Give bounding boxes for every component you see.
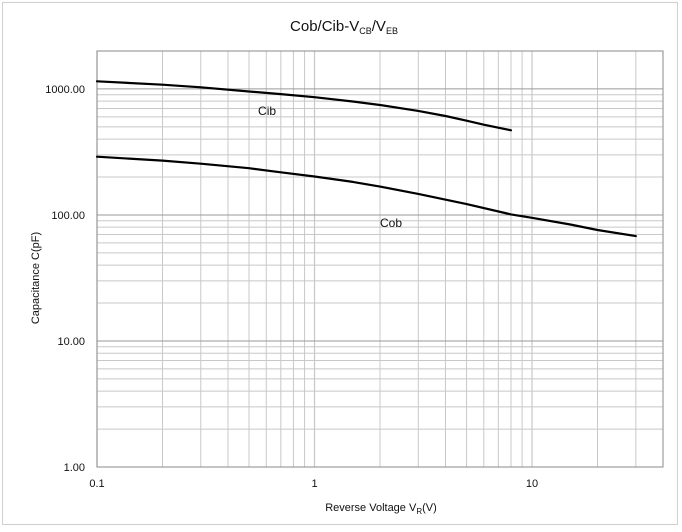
- grid: [96, 50, 664, 468]
- series-line-cob: [95, 155, 637, 238]
- x-axis-label: Reverse Voltage VR(V): [325, 502, 437, 516]
- annotations: Cib Cob: [258, 104, 402, 230]
- x-tick-label: 0.1: [89, 478, 104, 490]
- y-tick-label: 1.00: [64, 462, 85, 474]
- annotation-cib: Cib: [258, 104, 276, 118]
- x-axis-label-main: Reverse Voltage V: [325, 502, 417, 514]
- x-axis-label-sub: R: [416, 507, 422, 516]
- series-lines: [95, 80, 637, 238]
- y-axis-label: Capacitance C(pF): [30, 232, 42, 324]
- chart-title-sep: /V: [372, 18, 386, 35]
- chart-title-sub1: CB: [359, 26, 372, 36]
- series-line-cib: [95, 80, 513, 132]
- capacitance-chart: 0.1 1 10 1.00 10.00 100.00 1000.00 Cib Cob Cob/…: [30, 18, 664, 516]
- x-tick-label: 10: [526, 478, 538, 490]
- chart-title-sub2: EB: [386, 26, 398, 36]
- chart-title-main: Cob/Cib-V: [290, 18, 359, 35]
- y-tick-label: 10.00: [57, 336, 85, 348]
- chart-frame: 0.1 1 10 1.00 10.00 100.00 1000.00 Cib Cob Cob/…: [2, 2, 678, 525]
- x-axis-label-unit: (V): [422, 502, 437, 514]
- chart-title: Cob/Cib-VCB/VEB: [290, 18, 398, 36]
- x-tick-label: 1: [311, 478, 317, 490]
- y-tick-label: 100.00: [51, 210, 85, 222]
- tick-labels: 0.1 1 10 1.00 10.00 100.00 1000.00: [45, 84, 538, 490]
- annotation-cob: Cob: [380, 216, 402, 230]
- plot-border: [96, 50, 664, 468]
- y-tick-label: 1000.00: [45, 84, 85, 96]
